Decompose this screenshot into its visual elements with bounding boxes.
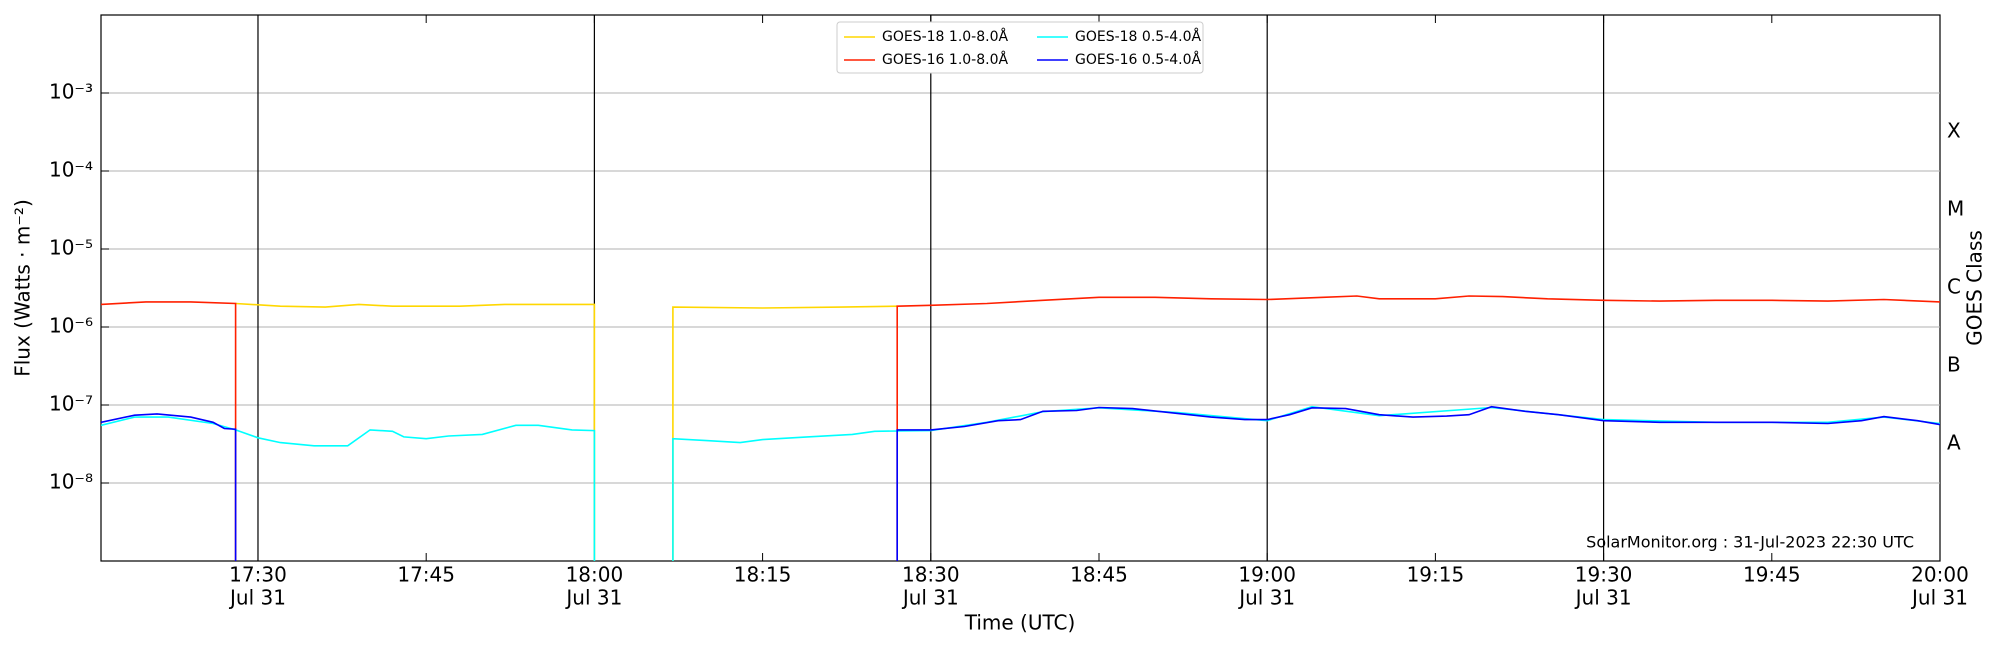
y-tick-label: 10⁻⁵: [49, 236, 93, 260]
x-tick-label: 19:15: [1407, 563, 1465, 587]
x-tick-label: Jul 31: [228, 586, 286, 610]
annotation: SolarMonitor.org : 31-Jul-2023 22:30 UTC: [1586, 533, 1914, 552]
x-tick-label: Jul 31: [901, 586, 959, 610]
y-tick-label: 10⁻⁴: [49, 158, 93, 182]
x-tick-label: 19:45: [1743, 563, 1801, 587]
y2-tick-label: A: [1947, 431, 1961, 455]
y-tick-label: 10⁻⁶: [49, 314, 93, 338]
x-tick-label: Jul 31: [564, 586, 622, 610]
x-tick-label: Jul 31: [1237, 586, 1295, 610]
x-tick-label: 17:30: [229, 563, 287, 587]
y-axis-label: Flux (Watts · m⁻²): [11, 199, 35, 377]
x-tick-label: Jul 31: [1910, 586, 1968, 610]
series-line: [101, 405, 1940, 561]
x-tick-label: 18:30: [902, 563, 960, 587]
y-tick-label: 10⁻³: [49, 80, 93, 104]
y2-tick-label: X: [1947, 119, 1961, 143]
legend-box: [836, 21, 1204, 74]
plot-area: [101, 295, 1940, 561]
y2-tick-label: M: [1947, 197, 1964, 221]
x-axis-label: Time (UTC): [964, 611, 1076, 635]
series-line: [101, 295, 1940, 561]
legend-label: GOES-16 1.0-8.0Å: [882, 51, 1008, 68]
y2-tick-label: C: [1947, 275, 1961, 299]
y2-tick-label: B: [1947, 353, 1961, 377]
x-tick-label: 18:00: [566, 563, 624, 587]
x-tick-label: 20:00: [1911, 563, 1969, 587]
plot-frame: [100, 14, 1941, 562]
x-tick-label: 18:15: [734, 563, 792, 587]
x-tick-label: 17:45: [397, 563, 455, 587]
x-tick-label: Jul 31: [1574, 586, 1632, 610]
y-tick-label: 10⁻⁷: [49, 392, 93, 416]
x-tick-label: 18:45: [1070, 563, 1128, 587]
x-tick-label: 19:30: [1575, 563, 1633, 587]
legend-label: GOES-18 0.5-4.0Å: [1075, 28, 1201, 45]
legend-label: GOES-16 0.5-4.0Å: [1075, 51, 1201, 68]
x-tick-label: 19:00: [1238, 563, 1296, 587]
y2-axis-label: GOES Class: [1963, 230, 1987, 346]
legend-label: GOES-18 1.0-8.0Å: [882, 28, 1008, 45]
series-line: [235, 302, 898, 561]
y-tick-label: 10⁻⁸: [49, 470, 93, 494]
